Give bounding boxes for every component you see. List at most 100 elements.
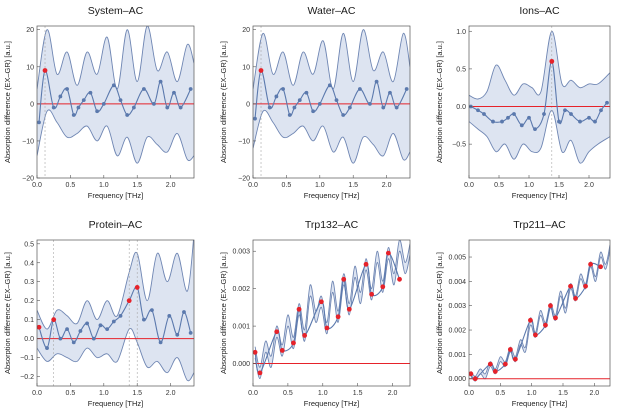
- highlighted-point: [502, 361, 508, 367]
- data-point: [327, 83, 332, 88]
- y-tick-label: 0: [246, 101, 250, 108]
- data-point: [599, 108, 603, 113]
- highlighted-point: [533, 332, 538, 338]
- data-point: [267, 105, 272, 110]
- data-point: [178, 105, 183, 110]
- x-axis-label: Frequency [THz]: [512, 191, 567, 200]
- data-point: [491, 119, 495, 124]
- data-point: [95, 109, 100, 114]
- x-tick-label: 0.5: [282, 182, 292, 189]
- chart-panel: Protein–AC 0.0 0.5 1.0 1.5 2.0 −0.2 −0.1 0.0 0.1 0…: [3, 219, 195, 408]
- y-tick-label: 0.003: [232, 249, 250, 256]
- data-point: [381, 105, 386, 110]
- mean-curve: [38, 69, 192, 123]
- data-point: [91, 336, 96, 341]
- y-tick-label: −20: [22, 176, 34, 183]
- data-point: [58, 94, 63, 99]
- y-tick-label: 0.5: [24, 241, 34, 248]
- highlighted-point: [42, 68, 48, 73]
- y-tick-label: 0.4: [24, 260, 34, 267]
- y-tick-label: 20: [26, 27, 34, 34]
- data-point: [347, 105, 352, 110]
- y-tick-label: 10: [242, 64, 250, 71]
- band-lower-edge: [37, 109, 194, 164]
- plot-body: [37, 26, 194, 178]
- y-tick-label: −10: [22, 138, 34, 145]
- data-point: [368, 101, 372, 106]
- highlighted-point: [279, 348, 285, 353]
- y-tick-label: −0.2: [20, 374, 34, 381]
- highlighted-point: [472, 376, 478, 382]
- y-axis-label: Absorption difference (EX–GR) [a.u.]: [435, 41, 444, 163]
- x-tick-label: 0.5: [66, 390, 76, 397]
- highlighted-point: [37, 324, 42, 330]
- highlighted-point: [507, 347, 513, 352]
- data-point: [88, 90, 93, 95]
- data-point: [76, 105, 81, 110]
- x-tick-label: 0.0: [32, 182, 42, 189]
- band-lower-edge: [253, 109, 410, 164]
- plot-body: [253, 240, 410, 379]
- y-tick-label: 0.0: [24, 336, 34, 343]
- x-axis-label: Frequency [THz]: [304, 399, 359, 408]
- data-point: [158, 79, 163, 84]
- y-tick-label: 0.2: [24, 298, 34, 305]
- data-point: [141, 317, 146, 322]
- plot-frame: [468, 25, 611, 179]
- y-tick-label: 20: [242, 27, 250, 34]
- y-tick-label: 0.000: [448, 376, 466, 383]
- data-point: [500, 119, 504, 124]
- plot-frame: [36, 25, 195, 179]
- data-point: [141, 87, 146, 91]
- data-point: [297, 98, 302, 103]
- data-point: [71, 113, 76, 117]
- data-point: [482, 112, 486, 116]
- data-point: [533, 127, 537, 131]
- data-point: [98, 323, 103, 328]
- highlighted-point: [302, 333, 308, 338]
- plot-frame: [252, 25, 411, 179]
- x-tick-label: 0.5: [495, 390, 505, 397]
- highlighted-point: [397, 276, 402, 282]
- y-tick-label: 0.002: [232, 286, 250, 293]
- chart-panel: System–AC 0.0 0.5 1.0 1.5 2.0 −20 −10 0 10 20 Frequ…: [3, 5, 195, 200]
- highlighted-point: [126, 298, 132, 304]
- highlighted-point: [512, 356, 518, 362]
- y-tick-label: 0.003: [448, 303, 466, 310]
- data-point: [65, 87, 69, 91]
- highlighted-point: [369, 291, 375, 297]
- data-point: [78, 329, 83, 333]
- x-tick-label: 1.5: [353, 390, 363, 397]
- plot-body: [37, 240, 194, 386]
- highlighted-point: [324, 325, 330, 331]
- data-point: [341, 113, 346, 117]
- y-tick-label: 0.001: [232, 324, 250, 331]
- plot-body: [253, 26, 410, 178]
- highlighted-point: [346, 306, 352, 312]
- y-tick-label: 0.002: [448, 328, 466, 335]
- x-axis-label: Frequency [THz]: [304, 191, 359, 200]
- data-point: [51, 105, 56, 110]
- data-point: [165, 105, 170, 110]
- x-tick-label: 2.0: [584, 182, 594, 189]
- x-tick-label: 2.0: [166, 182, 176, 189]
- data-point: [152, 101, 156, 106]
- data-point: [334, 98, 339, 103]
- y-tick-label: 0: [30, 101, 34, 108]
- data-point: [101, 101, 106, 106]
- data-point: [150, 308, 154, 313]
- x-tick-label: 1.0: [315, 182, 325, 189]
- plot-frame: [252, 239, 411, 387]
- data-point: [578, 119, 582, 124]
- plot-body: [469, 26, 610, 178]
- y-axis-label: Absorption difference (EX–GR) [a.u.]: [219, 41, 228, 163]
- chart-panel: Ions–AC 0.0 0.5 1.0 1.5 2.0 −0.5 0.0 0.5 1.0 Frequ…: [435, 5, 611, 200]
- highlighted-point: [253, 349, 258, 355]
- data-point: [253, 116, 257, 121]
- x-tick-label: 2.0: [388, 390, 398, 397]
- highlighted-point: [363, 261, 369, 267]
- data-point: [172, 90, 176, 95]
- chart-title: Trp132–AC: [305, 219, 359, 231]
- x-tick-label: 0.5: [283, 390, 293, 397]
- highlighted-point: [543, 322, 548, 328]
